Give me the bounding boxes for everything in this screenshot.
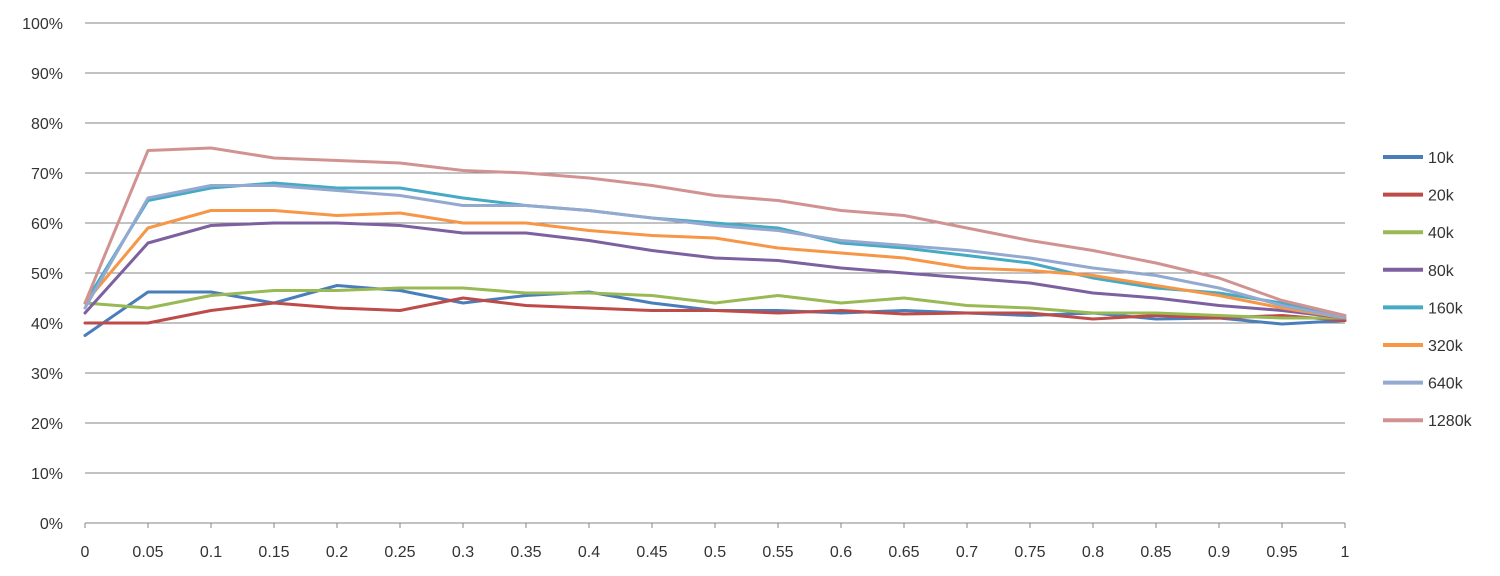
x-tick-label: 0.75 [1014, 544, 1045, 561]
legend: 10k 20k 40k 80k 160k 320k 640k 1280k [1383, 150, 1473, 430]
x-tick-label: 0.5 [704, 544, 726, 561]
x-tick-label: 0.55 [762, 544, 793, 561]
y-tick-label: 70% [31, 166, 63, 183]
legend-label-10k: 10k [1428, 150, 1455, 167]
y-tick-label: 90% [31, 66, 63, 83]
y-tick-label: 20% [31, 416, 63, 433]
series-line-160k [83, 181, 1347, 320]
x-tick-label: 0.7 [956, 544, 978, 561]
x-tick-label: 0.25 [384, 544, 415, 561]
x-tick-label: 0.1 [200, 544, 222, 561]
y-tick-label: 80% [31, 116, 63, 133]
series-line-640k [83, 184, 1347, 320]
legend-label-20k: 20k [1428, 188, 1455, 205]
x-tick-label: 0.45 [636, 544, 667, 561]
series-line-320k [83, 209, 1347, 320]
y-tick-label: 60% [31, 216, 63, 233]
x-tick-label: 0.3 [452, 544, 474, 561]
series-line-40k [83, 286, 1347, 320]
x-tick-label: 0.15 [258, 544, 289, 561]
x-tick-label: 0.65 [888, 544, 919, 561]
x-tick-label: 0.4 [578, 544, 600, 561]
x-tick-label: 0.6 [830, 544, 852, 561]
gridlines [85, 22, 1345, 474]
legend-label-160k: 160k [1428, 300, 1464, 317]
series-line-1280k [83, 146, 1347, 317]
x-tick-label: 0.9 [1208, 544, 1230, 561]
x-tick-label: 1 [1341, 544, 1350, 561]
y-tick-label: 10% [31, 466, 63, 483]
legend-label-40k: 40k [1428, 225, 1455, 242]
y-tick-label: 30% [31, 366, 63, 383]
x-tick-label: 0.35 [510, 544, 541, 561]
x-tick-label: 0.2 [326, 544, 348, 561]
series-lines [83, 146, 1347, 337]
y-tick-label: 50% [31, 266, 63, 283]
y-tick-label: 40% [31, 316, 63, 333]
series-line-80k [83, 221, 1347, 320]
axes: 0% 10% 20% 30% 40% 50% 60% 70% 80% 90% 100% 0 0.05 0.… [22, 16, 1349, 561]
x-tick-label: 0 [81, 544, 90, 561]
legend-label-320k: 320k [1428, 338, 1464, 355]
y-tick-label: 0% [40, 516, 63, 533]
x-tick-label: 0.85 [1140, 544, 1171, 561]
x-tick-label: 0.05 [132, 544, 163, 561]
legend-label-1280k: 1280k [1428, 413, 1473, 430]
x-tick-label: 0.95 [1266, 544, 1297, 561]
y-tick-label: 100% [22, 16, 63, 33]
legend-label-640k: 640k [1428, 376, 1464, 393]
series-line-20k [83, 296, 1347, 325]
legend-label-80k: 80k [1428, 263, 1455, 280]
x-tick-label: 0.8 [1082, 544, 1104, 561]
